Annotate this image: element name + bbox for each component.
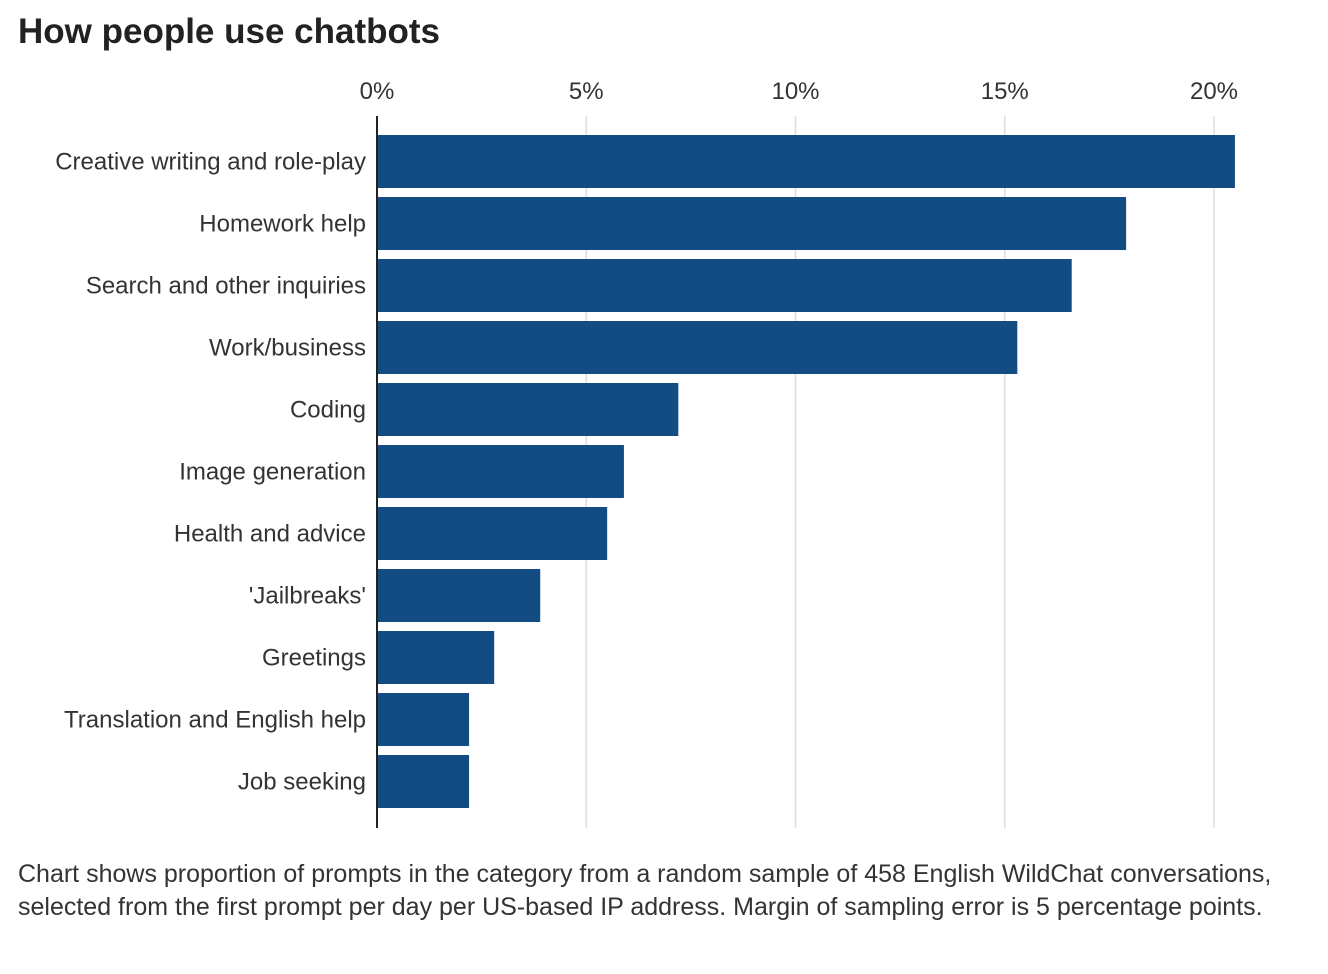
bar-1 bbox=[377, 197, 1127, 250]
category-labels: Creative writing and role-play Homework h… bbox=[55, 149, 366, 796]
x-tick-label-0: 0% bbox=[360, 78, 395, 105]
bar-3 bbox=[377, 321, 1018, 374]
category-label-2: Search and other inquiries bbox=[86, 273, 366, 300]
category-label-7: 'Jailbreaks' bbox=[249, 583, 366, 610]
category-label-4: Coding bbox=[290, 397, 366, 424]
chart-footnote: Chart shows proportion of prompts in the… bbox=[18, 860, 1272, 921]
chart-title: How people use chatbots bbox=[18, 12, 440, 51]
category-label-10: Job seeking bbox=[238, 769, 366, 796]
bars bbox=[377, 135, 1235, 808]
bar-0 bbox=[377, 135, 1235, 188]
x-tick-label-20: 20% bbox=[1190, 78, 1238, 105]
bar-9 bbox=[377, 693, 470, 746]
x-tick-label-15: 15% bbox=[981, 78, 1029, 105]
bar-10 bbox=[377, 755, 470, 808]
category-label-0: Creative writing and role-play bbox=[55, 149, 366, 176]
category-label-3: Work/business bbox=[209, 335, 366, 362]
x-tick-label-10: 10% bbox=[771, 78, 819, 105]
bar-2 bbox=[377, 259, 1072, 312]
category-label-1: Homework help bbox=[199, 211, 366, 238]
bar-8 bbox=[377, 631, 495, 684]
x-axis-tick-labels: 0% 5% 10% 15% 20% bbox=[360, 78, 1238, 105]
category-label-8: Greetings bbox=[262, 645, 366, 672]
bar-7 bbox=[377, 569, 541, 622]
category-label-5: Image generation bbox=[179, 459, 366, 486]
bar-4 bbox=[377, 383, 679, 436]
x-tick-label-5: 5% bbox=[569, 78, 604, 105]
bar-6 bbox=[377, 507, 608, 560]
bar-chart: 0% 5% 10% 15% 20% Creative writing and role-… bbox=[55, 78, 1238, 828]
category-label-9: Translation and English help bbox=[64, 707, 366, 734]
bar-5 bbox=[377, 445, 624, 498]
category-label-6: Health and advice bbox=[174, 521, 366, 548]
